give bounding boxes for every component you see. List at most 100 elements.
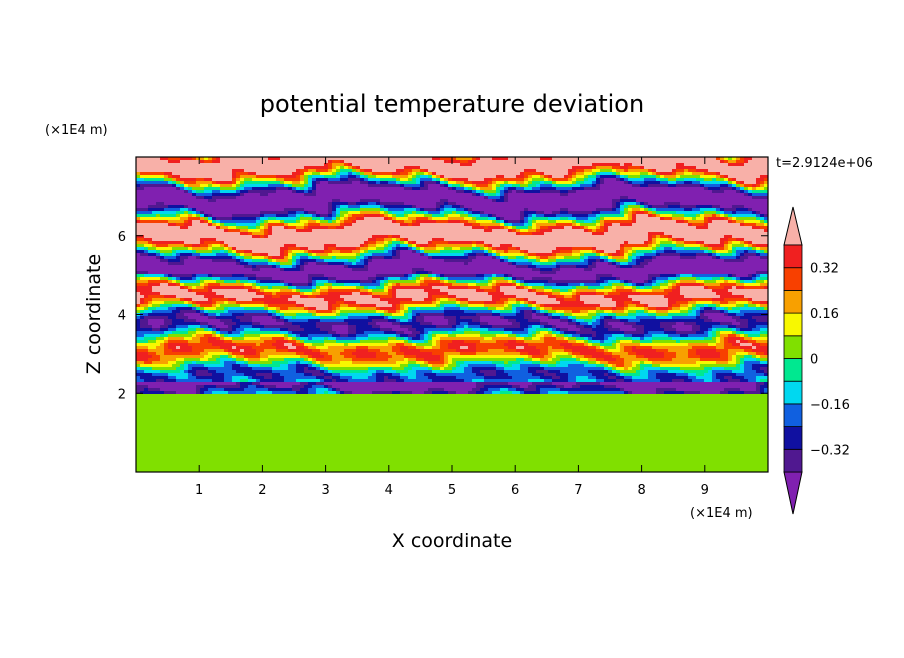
contour-cell [552,175,565,179]
contour-cell [368,238,377,242]
contour-cell [188,184,201,188]
contour-cell [740,328,753,332]
contour-cell [648,280,653,284]
contour-cell [508,190,513,194]
contour-cell [328,226,337,230]
contour-cell [652,241,657,245]
contour-cell [588,340,593,344]
contour-cell [464,367,473,371]
contour-cell [748,193,753,197]
contour-cell [676,280,681,284]
contour-cell [312,286,317,290]
contour-cell [332,250,341,254]
contour-cell [488,388,501,392]
contour-cell [652,280,657,284]
contour-cell [596,310,605,314]
contour-cell [368,202,377,206]
contour-cell [628,304,637,308]
contour-cell [388,250,393,254]
contour-cell [728,349,745,353]
contour-cell [500,220,505,224]
contour-cell [196,208,285,212]
contour-cell [184,337,193,341]
contour-cell [180,208,189,212]
contour-cell [432,370,441,374]
contour-cell [400,283,421,287]
contour-cell [452,340,465,344]
contour-cell [376,286,385,290]
contour-cell [500,253,525,257]
contour-cell [216,304,221,308]
contour-cell [220,358,233,362]
contour-cell [148,358,161,362]
contour-cell [404,166,421,170]
contour-cell [600,319,605,323]
contour-cell [400,376,409,380]
contour-cell [512,304,521,308]
contour-cell [272,343,285,347]
contour-cell [220,160,329,164]
contour-cell [696,226,709,230]
contour-cell [276,292,301,296]
contour-cell [696,361,717,365]
contour-cell [512,391,521,395]
contour-cell [672,289,681,293]
contour-cell [620,355,637,359]
contour-cell [244,334,261,338]
contour-cell [188,370,197,374]
contour-cell [484,385,513,389]
contour-cell [192,367,209,371]
contour-cell [532,232,545,236]
contour-cell [200,310,205,314]
contour-cell [616,205,621,209]
contour-cell [332,286,357,290]
contour-cell [632,286,637,290]
contour-cell [196,328,205,332]
contour-cell [280,289,293,293]
contour-cell [748,319,757,323]
contour-cell [324,283,333,287]
contour-cell [504,307,513,311]
contour-cell [136,271,149,275]
contour-cell [436,373,477,377]
contour-cell [412,250,417,254]
contour-cell [748,322,768,326]
contour-cell [340,169,353,173]
contour-cell [608,253,613,257]
contour-cell [612,283,625,287]
contour-cell [424,346,433,350]
contour-cell [196,370,209,374]
contour-cell [652,337,673,341]
contour-cell [344,283,361,287]
contour-cell [692,208,701,212]
contour-cell [724,376,733,380]
contour-cell [540,322,549,326]
contour-cell [692,172,705,176]
contour-cell [740,367,745,371]
contour-cell [504,361,509,365]
contour-cell [720,205,733,209]
contour-cell [316,391,325,395]
contour-cell [296,175,301,179]
contour-cell [732,235,768,239]
contour-cell [648,358,673,362]
contour-cell [204,187,221,191]
contour-cell [500,259,505,263]
contour-cell [456,187,465,191]
contour-cell [564,349,573,353]
contour-cell [476,349,489,353]
contour-cell [624,286,633,290]
contour-cell [536,253,553,257]
contour-cell [560,358,577,362]
contour-cell [612,274,649,278]
contour-cell [492,247,497,251]
contour-cell [584,337,589,341]
contour-cell [624,376,633,380]
contour-cell [188,373,193,377]
contour-cell [624,349,633,353]
contour-cell [448,214,461,218]
contour-cell [356,301,389,305]
contour-cell [704,307,713,311]
contour-cell [476,184,489,188]
contour-cell [244,313,269,317]
